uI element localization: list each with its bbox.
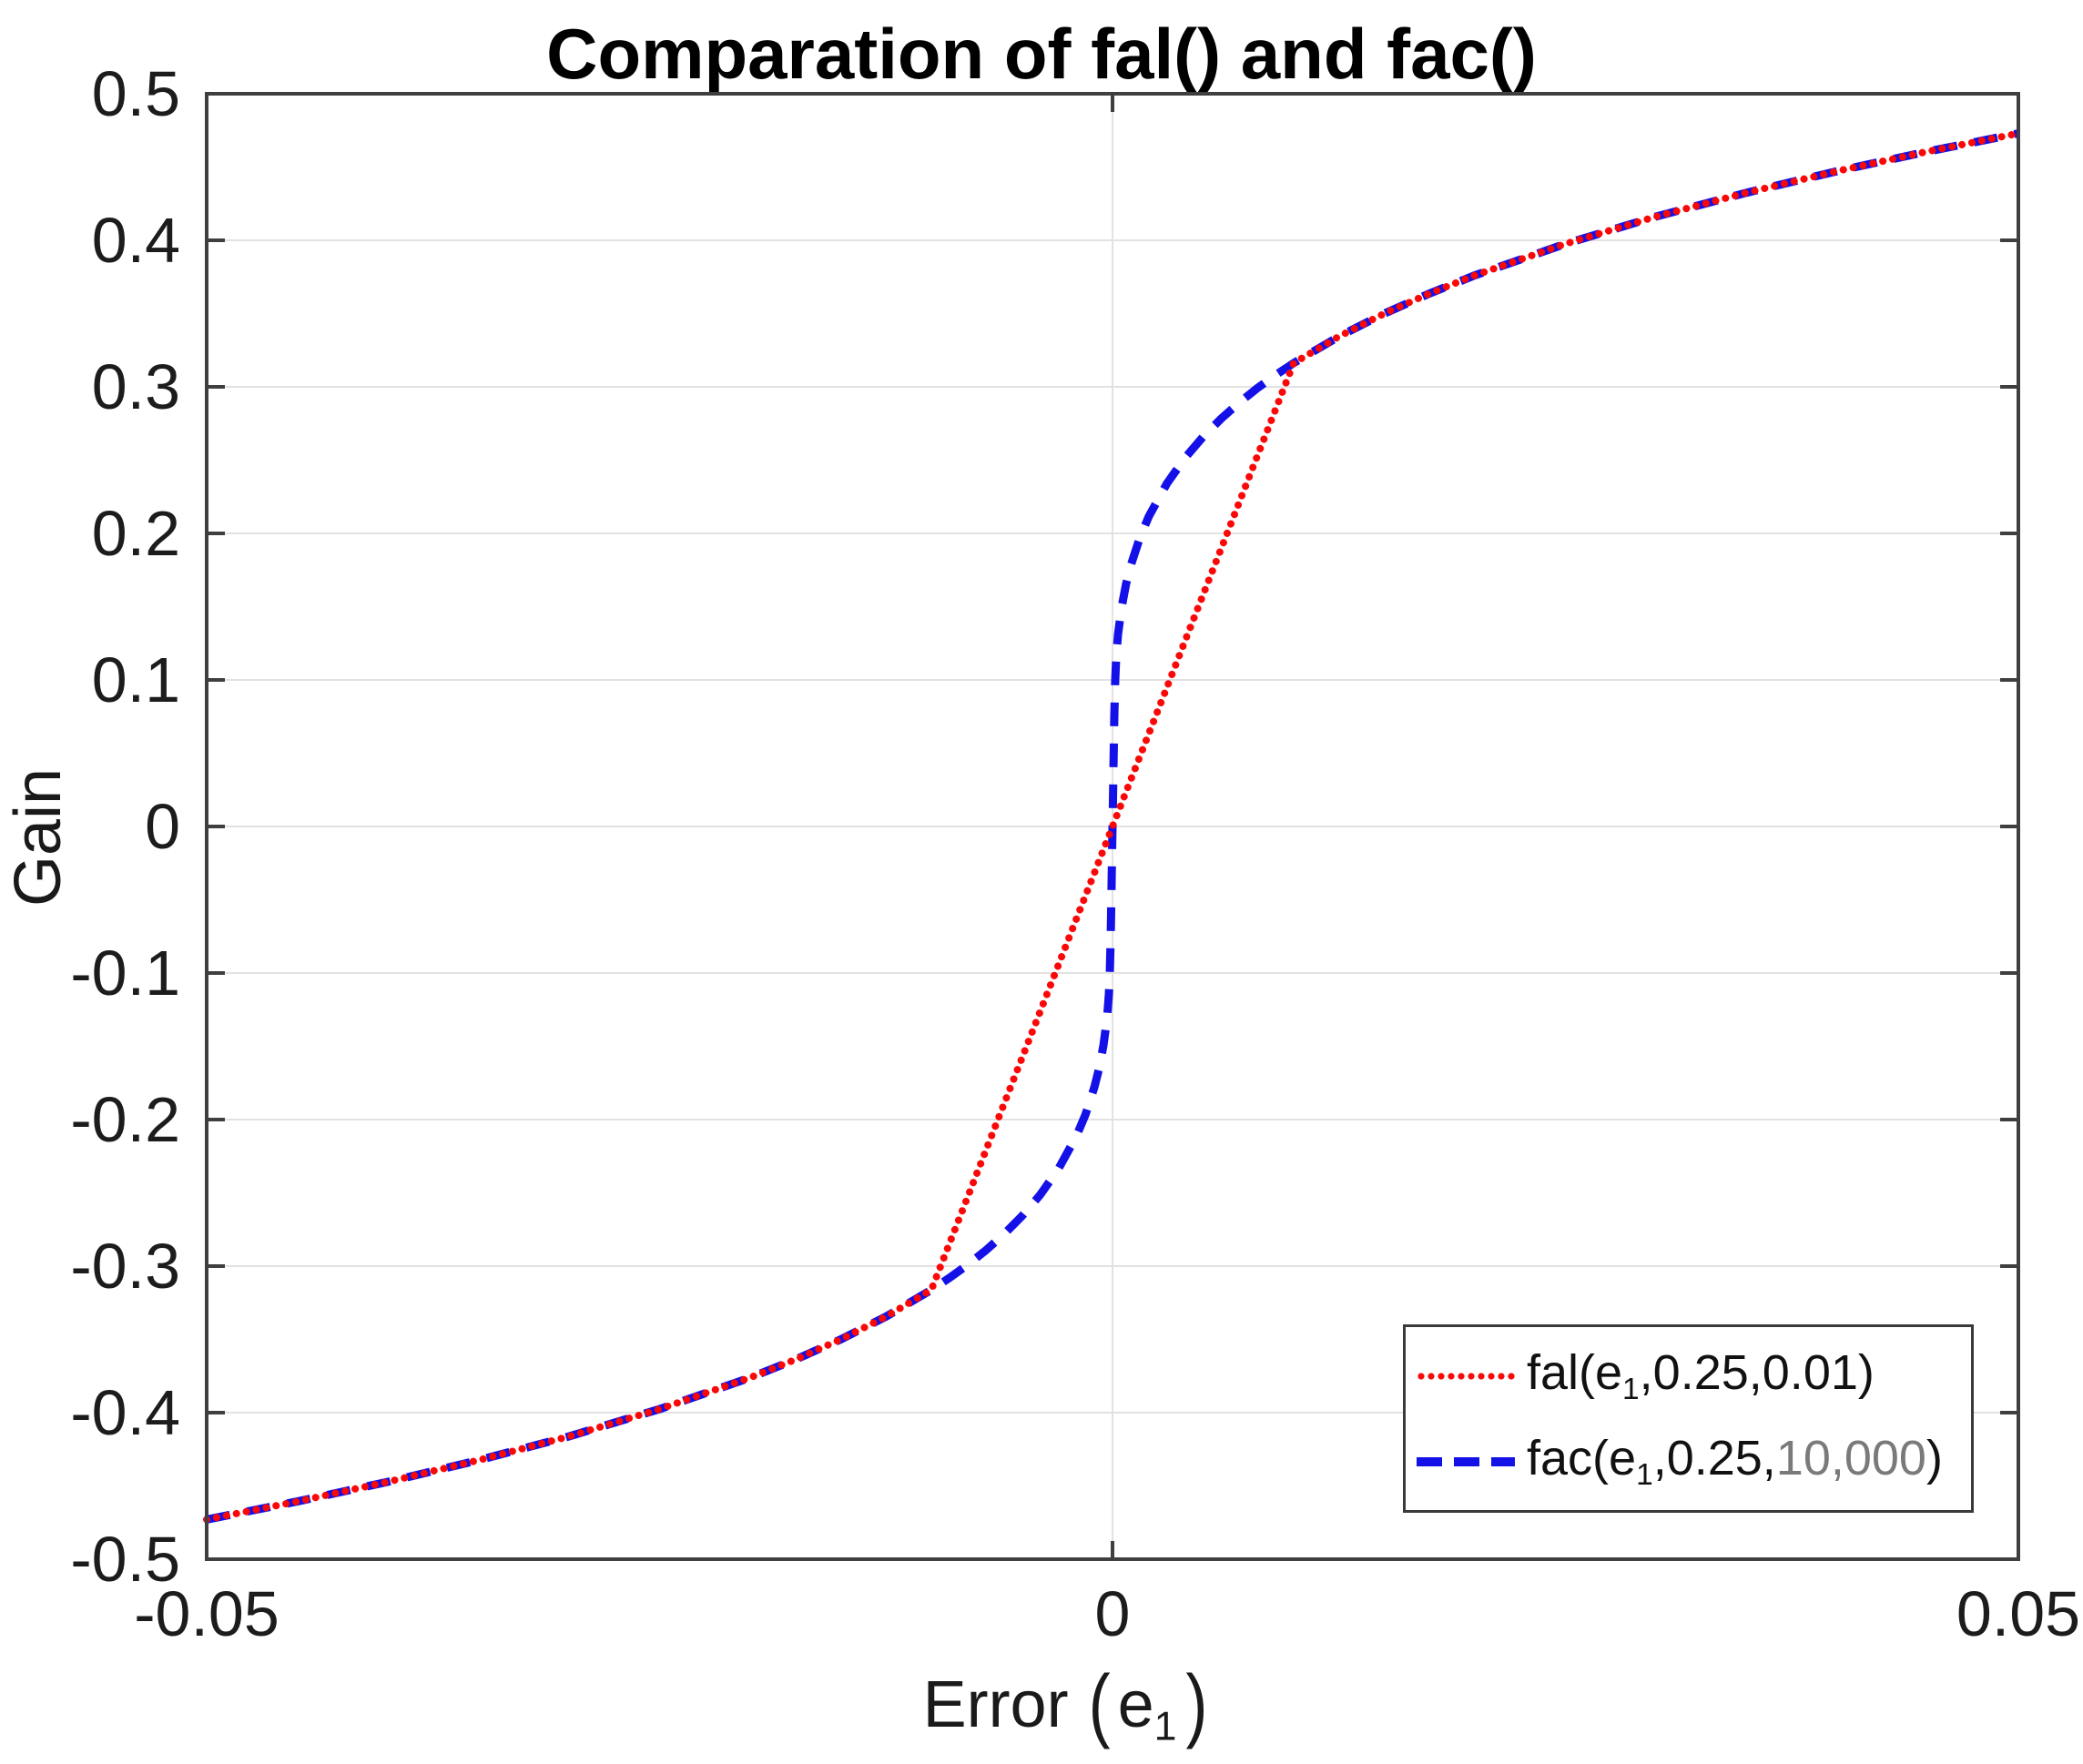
y-tick-label: 0 xyxy=(145,791,180,862)
y-tick-label: -0.4 xyxy=(70,1377,180,1448)
y-tick-label: 0.3 xyxy=(91,351,180,422)
chart-title: Comparation of fal() and fac() xyxy=(546,14,1537,94)
y-tick-label: -0.1 xyxy=(70,938,180,1009)
y-tick-label: -0.3 xyxy=(70,1231,180,1302)
x-axis-label-close-paren: ) xyxy=(1185,1659,1208,1750)
x-axis-label-text: Error xyxy=(922,1668,1069,1741)
y-tick-label: -0.2 xyxy=(70,1084,180,1155)
x-axis-label: Error (e1) xyxy=(0,1659,2083,1750)
legend-entry-fal: fal(e1,0.25,0.01) xyxy=(1406,1333,1971,1419)
x-tick-label: -0.05 xyxy=(134,1578,279,1649)
y-tick-label: 0.1 xyxy=(91,644,180,715)
y-tick-label: 0.4 xyxy=(91,205,180,276)
y-tick-label: -0.5 xyxy=(70,1524,180,1595)
y-tick-label: 0.2 xyxy=(91,498,180,569)
legend-entry-fac: fac(e1,0.25,10,000) xyxy=(1406,1419,1971,1505)
x-tick-label: 0 xyxy=(1094,1578,1131,1649)
legend-entry-label: fac(e1,0.25,10,000) xyxy=(1527,1430,1943,1493)
series-fal-curve xyxy=(203,129,2022,1524)
x-axis-label-open-paren: ( xyxy=(1088,1659,1111,1750)
legend: fal(e1,0.25,0.01) fac(e1,0.25,10,000) xyxy=(1403,1324,1974,1513)
y-tick-label: 0.5 xyxy=(91,58,180,129)
legend-dashed-line-marker xyxy=(1417,1456,1515,1466)
legend-dotted-line-marker xyxy=(1417,1372,1515,1380)
legend-entry-label: fal(e1,0.25,0.01) xyxy=(1527,1344,1875,1407)
x-axis-label-var: e xyxy=(1117,1668,1154,1741)
x-axis-label-subscript: 1 xyxy=(1153,1704,1177,1749)
x-tick-label: 0.05 xyxy=(1956,1578,2081,1649)
